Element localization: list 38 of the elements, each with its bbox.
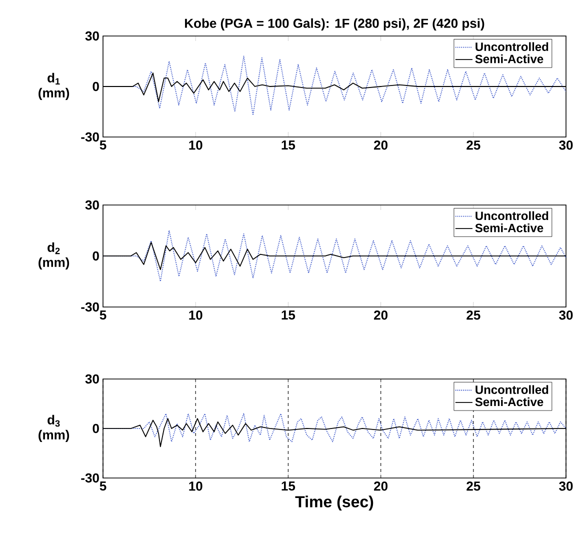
x-axis-title: Time (sec) [295, 496, 374, 511]
x-tick-label: 25 [466, 482, 480, 491]
x-tick-label: 30 [559, 140, 573, 150]
x-tick-label: 25 [466, 140, 480, 150]
y-axis-title: d$_{3}$ (mm) [38, 414, 70, 442]
x-tick-label: 10 [189, 482, 202, 491]
legend-label: Semi-Active [475, 223, 544, 232]
y-tick-label: 0 [92, 424, 99, 434]
text: Uncontrolled [476, 211, 548, 220]
x-tick-label: 10 [189, 140, 202, 150]
series-label: Uncontrolled [476, 42, 548, 52]
x-tick-label: 15 [282, 140, 296, 150]
x-tick-label: 30 [559, 482, 573, 491]
y-axis-title: d$_{1}$ (mm) [38, 72, 70, 100]
text: Uncontrolled [476, 385, 548, 394]
x-tick-label: 10 [189, 310, 202, 320]
x-tick-label: 5 [100, 482, 106, 491]
y-tick-label: -30 [81, 132, 99, 142]
legend-label: Semi-Active [475, 54, 544, 64]
y-tick-label: 30 [85, 200, 99, 210]
x-tick-label: 30 [559, 310, 573, 320]
x-tick-label: 5 [100, 310, 106, 320]
y-tick-label: 0 [92, 82, 99, 92]
x-tick-label: 20 [374, 140, 388, 150]
legend-label: Semi-Active [475, 397, 544, 406]
y-tick-label: -30 [81, 302, 99, 312]
y-tick-label: -30 [81, 473, 99, 483]
chart-title: Kobe (PGA = 100 Gals): 1F (280 psi), 2F (420 psi) [185, 18, 484, 30]
y-tick-label: 30 [85, 374, 99, 384]
x-tick-label: 20 [374, 310, 388, 320]
y-tick-label: 0 [92, 251, 99, 261]
y-axis-title: d$_{2}$ (mm) [38, 242, 70, 270]
x-tick-label: 15 [282, 310, 296, 320]
x-tick-label: 15 [282, 482, 296, 491]
x-tick-label: 5 [100, 140, 106, 150]
x-tick-label: 20 [374, 482, 388, 491]
y-tick-label: 30 [85, 31, 99, 41]
x-tick-label: 25 [466, 310, 480, 320]
